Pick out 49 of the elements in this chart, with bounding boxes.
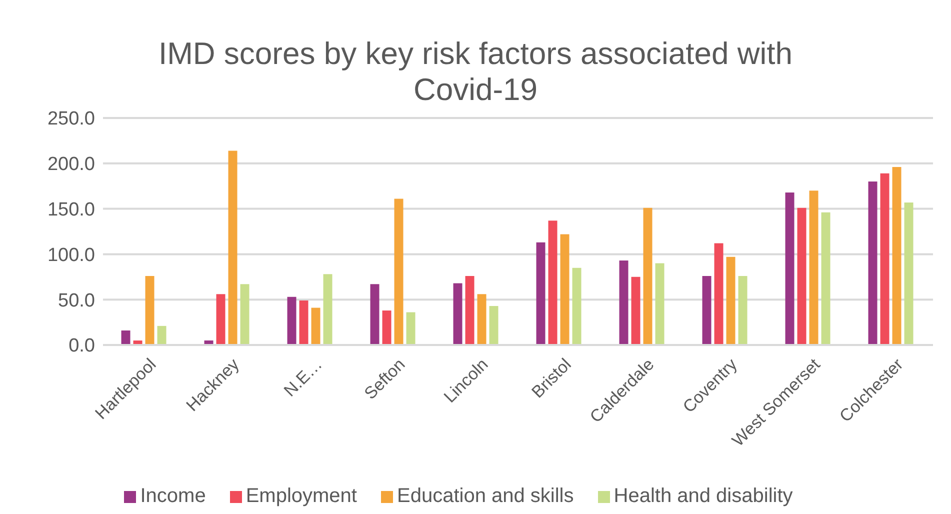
bar: [560, 234, 570, 345]
bar: [904, 202, 914, 345]
bar: [121, 330, 130, 345]
bar: [323, 274, 332, 345]
y-tick-label: 100.0: [47, 244, 95, 266]
bar: [157, 326, 166, 345]
bar: [240, 284, 250, 345]
bar: [216, 294, 226, 345]
chart-title: IMD scores by key risk factors associated with Covid-19: [158, 35, 794, 108]
bar: [572, 268, 582, 345]
bar: [287, 296, 296, 345]
bar: [868, 182, 878, 345]
bar: [299, 300, 308, 345]
bar: [311, 308, 320, 345]
bar: [643, 208, 652, 345]
legend-label: Employment: [246, 485, 357, 507]
bar: [738, 276, 748, 345]
bar: [619, 260, 628, 345]
y-tick-label: 0.0: [68, 336, 95, 357]
bar: [394, 198, 404, 345]
legend-label: Health and disability: [614, 485, 793, 507]
bar: [655, 263, 664, 345]
bar: [892, 167, 902, 345]
bar: [809, 190, 818, 345]
bar: [821, 212, 830, 345]
bar: [453, 283, 462, 345]
bar: [406, 312, 416, 345]
bar: [145, 276, 154, 345]
y-tick-label: 150.0: [47, 200, 95, 221]
bar: [785, 192, 794, 345]
bar: [726, 256, 736, 345]
bar: [489, 306, 498, 345]
bar: [548, 220, 558, 345]
bar: [382, 310, 392, 345]
legend-label: Income: [140, 485, 206, 507]
legend-label: Education and skills: [396, 485, 574, 507]
bar: [370, 284, 380, 345]
bar: [536, 242, 546, 345]
y-tick-label: 250.0: [47, 108, 95, 130]
bar: [228, 150, 238, 345]
y-tick-label: 200.0: [47, 154, 95, 176]
bar: [714, 243, 724, 345]
bar: [477, 294, 486, 345]
bar: [465, 276, 474, 345]
bar: [631, 276, 640, 345]
y-tick-label: 50.0: [58, 290, 95, 312]
bar: [702, 276, 712, 345]
bar: [880, 173, 890, 345]
bar: [797, 208, 806, 345]
